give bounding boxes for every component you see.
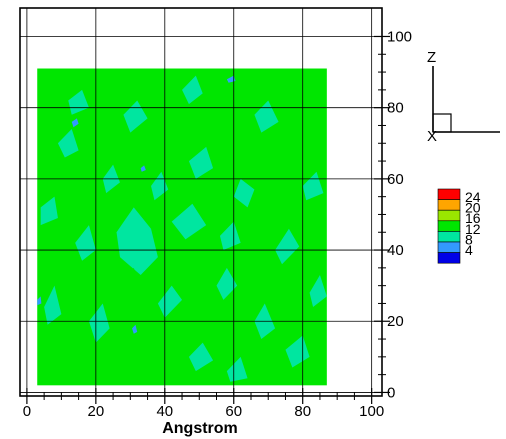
- legend-swatch: [437, 209, 461, 222]
- contour-patch: [57, 129, 79, 158]
- contour-patch: [226, 356, 248, 382]
- contour-patch: [123, 100, 148, 133]
- x-tick-label: 100: [359, 403, 384, 420]
- legend-swatch: [437, 231, 461, 243]
- contour-patch: [123, 267, 141, 293]
- axis-triad-icon: Z X: [427, 49, 500, 145]
- y-tick-label: 40: [387, 242, 404, 259]
- y-tick-label: 60: [387, 171, 404, 188]
- contour-patch: [188, 146, 214, 179]
- legend-label: 16: [465, 210, 481, 226]
- contour-patch: [40, 196, 58, 226]
- contour-patch: [75, 225, 96, 261]
- x-tick-label: 80: [294, 403, 311, 420]
- contour-patch: [216, 267, 238, 300]
- legend-label: 12: [465, 221, 481, 237]
- contour-patch: [219, 221, 241, 251]
- contour-patch: [140, 328, 162, 357]
- contour-patch: [44, 285, 62, 325]
- contour-patch: [178, 250, 200, 286]
- legend-label: 24: [465, 189, 481, 205]
- contour-patch: [132, 324, 138, 334]
- plot-grid: [20, 8, 382, 396]
- legend-swatch: [437, 252, 461, 264]
- contour-patch: [157, 285, 183, 318]
- contour-patch: [206, 314, 231, 347]
- legend-swatch: [437, 199, 461, 211]
- contour-patch: [116, 207, 158, 275]
- legend-label: 8: [465, 231, 473, 247]
- svg-text:Z: Z: [427, 49, 436, 66]
- contour-patch: [199, 182, 217, 208]
- y-tick-label: 0: [387, 384, 395, 401]
- legend-swatch: [437, 241, 461, 253]
- contour-patch: [71, 118, 79, 128]
- contour-patch: [61, 271, 83, 304]
- contour-patch: [188, 342, 214, 372]
- contour-patch: [285, 335, 310, 368]
- x-tick-label: 20: [88, 403, 105, 420]
- contour-field: [37, 68, 327, 386]
- legend-swatch: [437, 220, 461, 232]
- contour-patch: [247, 257, 265, 283]
- y-tick-label: 80: [387, 100, 404, 117]
- contour-patch: [113, 136, 134, 169]
- legend-swatch: [437, 188, 461, 200]
- contour-patch: [182, 75, 203, 105]
- contour-patch: [226, 75, 236, 83]
- contour-patch: [302, 79, 324, 108]
- contour-patch: [254, 100, 279, 133]
- contour-patch: [88, 185, 107, 211]
- contour-patch: [164, 125, 183, 151]
- contour-patch: [88, 303, 110, 343]
- contour-patch: [68, 89, 89, 115]
- contour-patch: [140, 165, 146, 172]
- x-tick-label: 0: [23, 403, 31, 420]
- x-tick-label: 40: [156, 403, 173, 420]
- contour-patch: [288, 139, 307, 165]
- contour-patch: [37, 296, 42, 306]
- contour-patch: [275, 228, 300, 265]
- y-tick-label: 20: [387, 313, 404, 330]
- contour-patch: [51, 342, 69, 372]
- plot-frame: [19, 7, 383, 397]
- contour-patch: [309, 274, 327, 308]
- contour-patch: [171, 203, 207, 240]
- contour-patch: [268, 196, 293, 233]
- y-tick-label: 100: [387, 28, 412, 45]
- x-axis-title: Angstrom: [162, 420, 238, 437]
- legend-label: 20: [465, 200, 481, 216]
- x-tick-label: 60: [225, 403, 242, 420]
- svg-text:X: X: [427, 128, 437, 145]
- contour-patch: [233, 178, 255, 208]
- legend-label: 4: [465, 242, 473, 258]
